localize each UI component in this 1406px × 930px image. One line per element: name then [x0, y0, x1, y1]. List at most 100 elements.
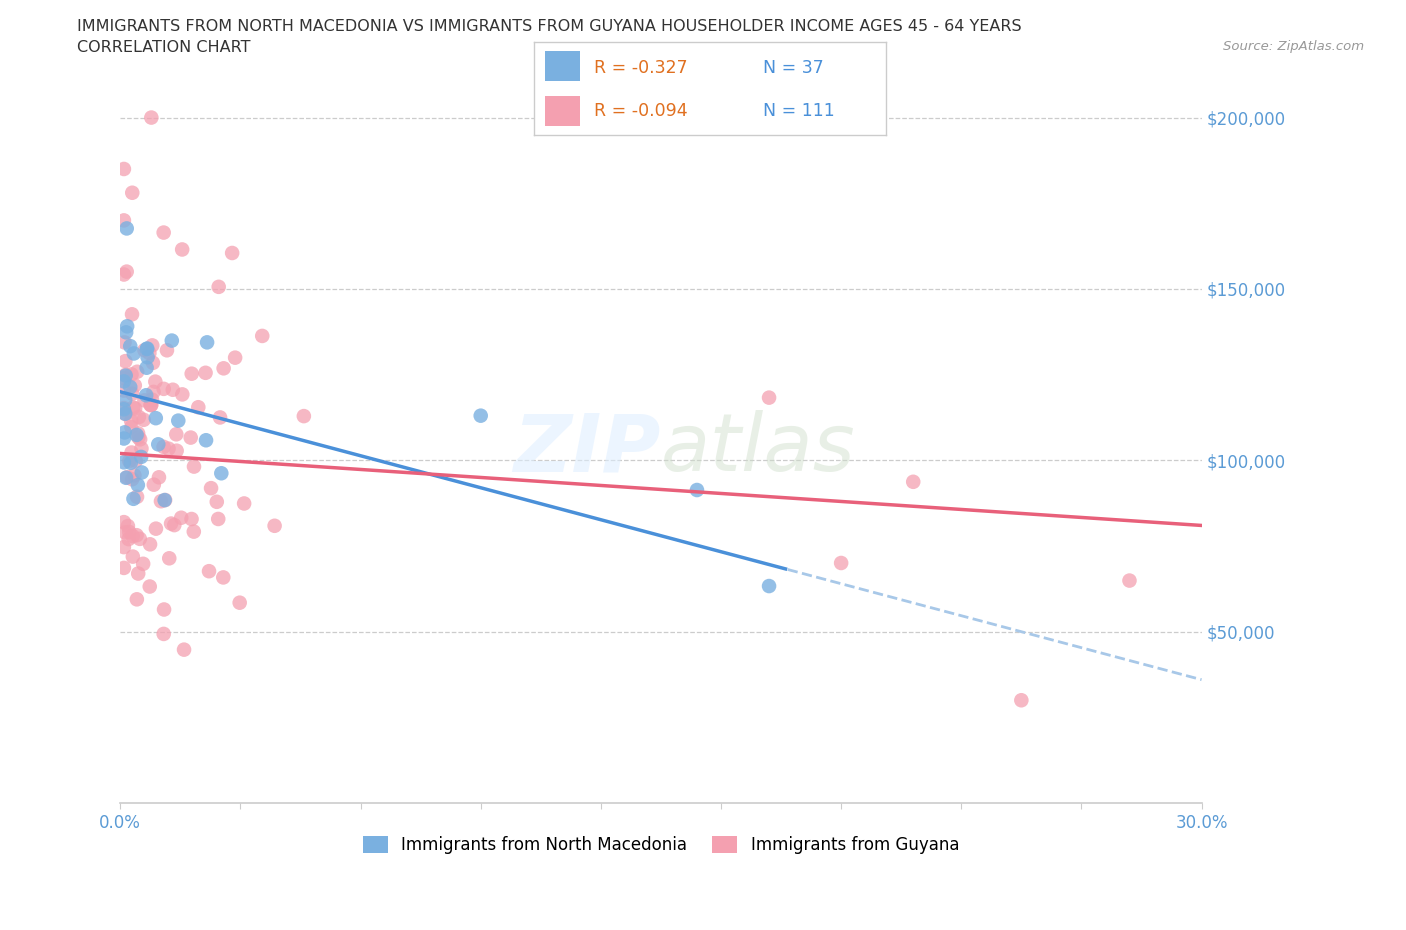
Point [141, 338, 163, 352]
Point [148, 437, 170, 452]
Point [167, 413, 190, 428]
Point [114, 392, 136, 407]
Point [157, 441, 180, 456]
Point [112, 539, 135, 554]
Point [758, 578, 780, 593]
Point [120, 456, 142, 471]
Point [1010, 693, 1032, 708]
Point [183, 459, 205, 474]
Point [172, 242, 194, 257]
Point [112, 383, 135, 398]
Bar [544, 96, 579, 126]
Y-axis label: Householder Income Ages 45 - 64 years: Householder Income Ages 45 - 64 years [0, 269, 8, 601]
Point [128, 531, 150, 546]
Point [114, 353, 136, 368]
Point [112, 371, 135, 386]
Point [209, 410, 232, 425]
Point [134, 343, 156, 358]
Point [148, 470, 170, 485]
Point [121, 528, 143, 543]
Point [163, 518, 186, 533]
Point [122, 491, 145, 506]
Point [198, 564, 221, 578]
Text: N = 37: N = 37 [762, 59, 824, 77]
Point [233, 496, 256, 511]
Point [112, 402, 135, 417]
Text: CORRELATION CHART: CORRELATION CHART [77, 40, 250, 55]
Legend: Immigrants from North Macedonia, Immigrants from Guyana: Immigrants from North Macedonia, Immigra… [356, 830, 966, 861]
Point [115, 319, 138, 334]
Point [157, 551, 180, 565]
Point [127, 566, 149, 581]
Point [112, 561, 135, 576]
Point [112, 401, 135, 416]
Point [139, 397, 162, 412]
Point [127, 478, 149, 493]
Point [162, 382, 184, 397]
Point [212, 570, 235, 585]
Text: ZIP: ZIP [513, 410, 661, 488]
Point [149, 494, 172, 509]
Point [145, 411, 167, 426]
Point [172, 387, 194, 402]
Point [122, 400, 145, 415]
Point [224, 351, 246, 365]
Point [758, 391, 780, 405]
Point [135, 388, 157, 403]
Point [114, 525, 136, 539]
Point [128, 409, 150, 424]
Point [141, 397, 163, 412]
Point [114, 406, 136, 421]
Point [160, 333, 183, 348]
Point [166, 444, 188, 458]
Point [252, 328, 274, 343]
Point [138, 346, 160, 361]
Point [200, 481, 222, 496]
Point [114, 425, 136, 440]
Point [127, 430, 149, 445]
Text: atlas: atlas [661, 410, 856, 488]
Bar [544, 51, 579, 81]
Point [212, 361, 235, 376]
Point [129, 432, 152, 446]
Point [686, 483, 709, 498]
Text: N = 111: N = 111 [762, 101, 835, 120]
Point [115, 325, 138, 339]
Point [134, 392, 156, 407]
Point [160, 516, 183, 531]
Point [132, 412, 155, 427]
Point [121, 472, 143, 486]
Point [136, 350, 159, 365]
Point [180, 366, 202, 381]
Point [112, 455, 135, 470]
Point [142, 355, 165, 370]
Point [152, 225, 174, 240]
Point [114, 368, 136, 383]
Point [136, 341, 159, 356]
Point [228, 595, 250, 610]
Point [135, 360, 157, 375]
Point [114, 367, 136, 382]
Point [209, 466, 232, 481]
Point [470, 408, 492, 423]
Point [180, 431, 202, 445]
Point [153, 602, 176, 617]
Point [195, 432, 218, 447]
Point [125, 489, 148, 504]
Point [118, 454, 141, 469]
Point [132, 556, 155, 571]
Point [117, 519, 139, 534]
Point [131, 465, 153, 480]
Point [194, 365, 217, 380]
Point [122, 346, 145, 361]
Point [114, 335, 136, 350]
Point [153, 493, 176, 508]
Point [152, 627, 174, 642]
Point [124, 378, 146, 392]
Point [114, 406, 136, 421]
Point [125, 428, 148, 443]
Point [120, 339, 142, 353]
Point [207, 512, 229, 526]
Point [165, 427, 187, 442]
Point [125, 591, 148, 606]
